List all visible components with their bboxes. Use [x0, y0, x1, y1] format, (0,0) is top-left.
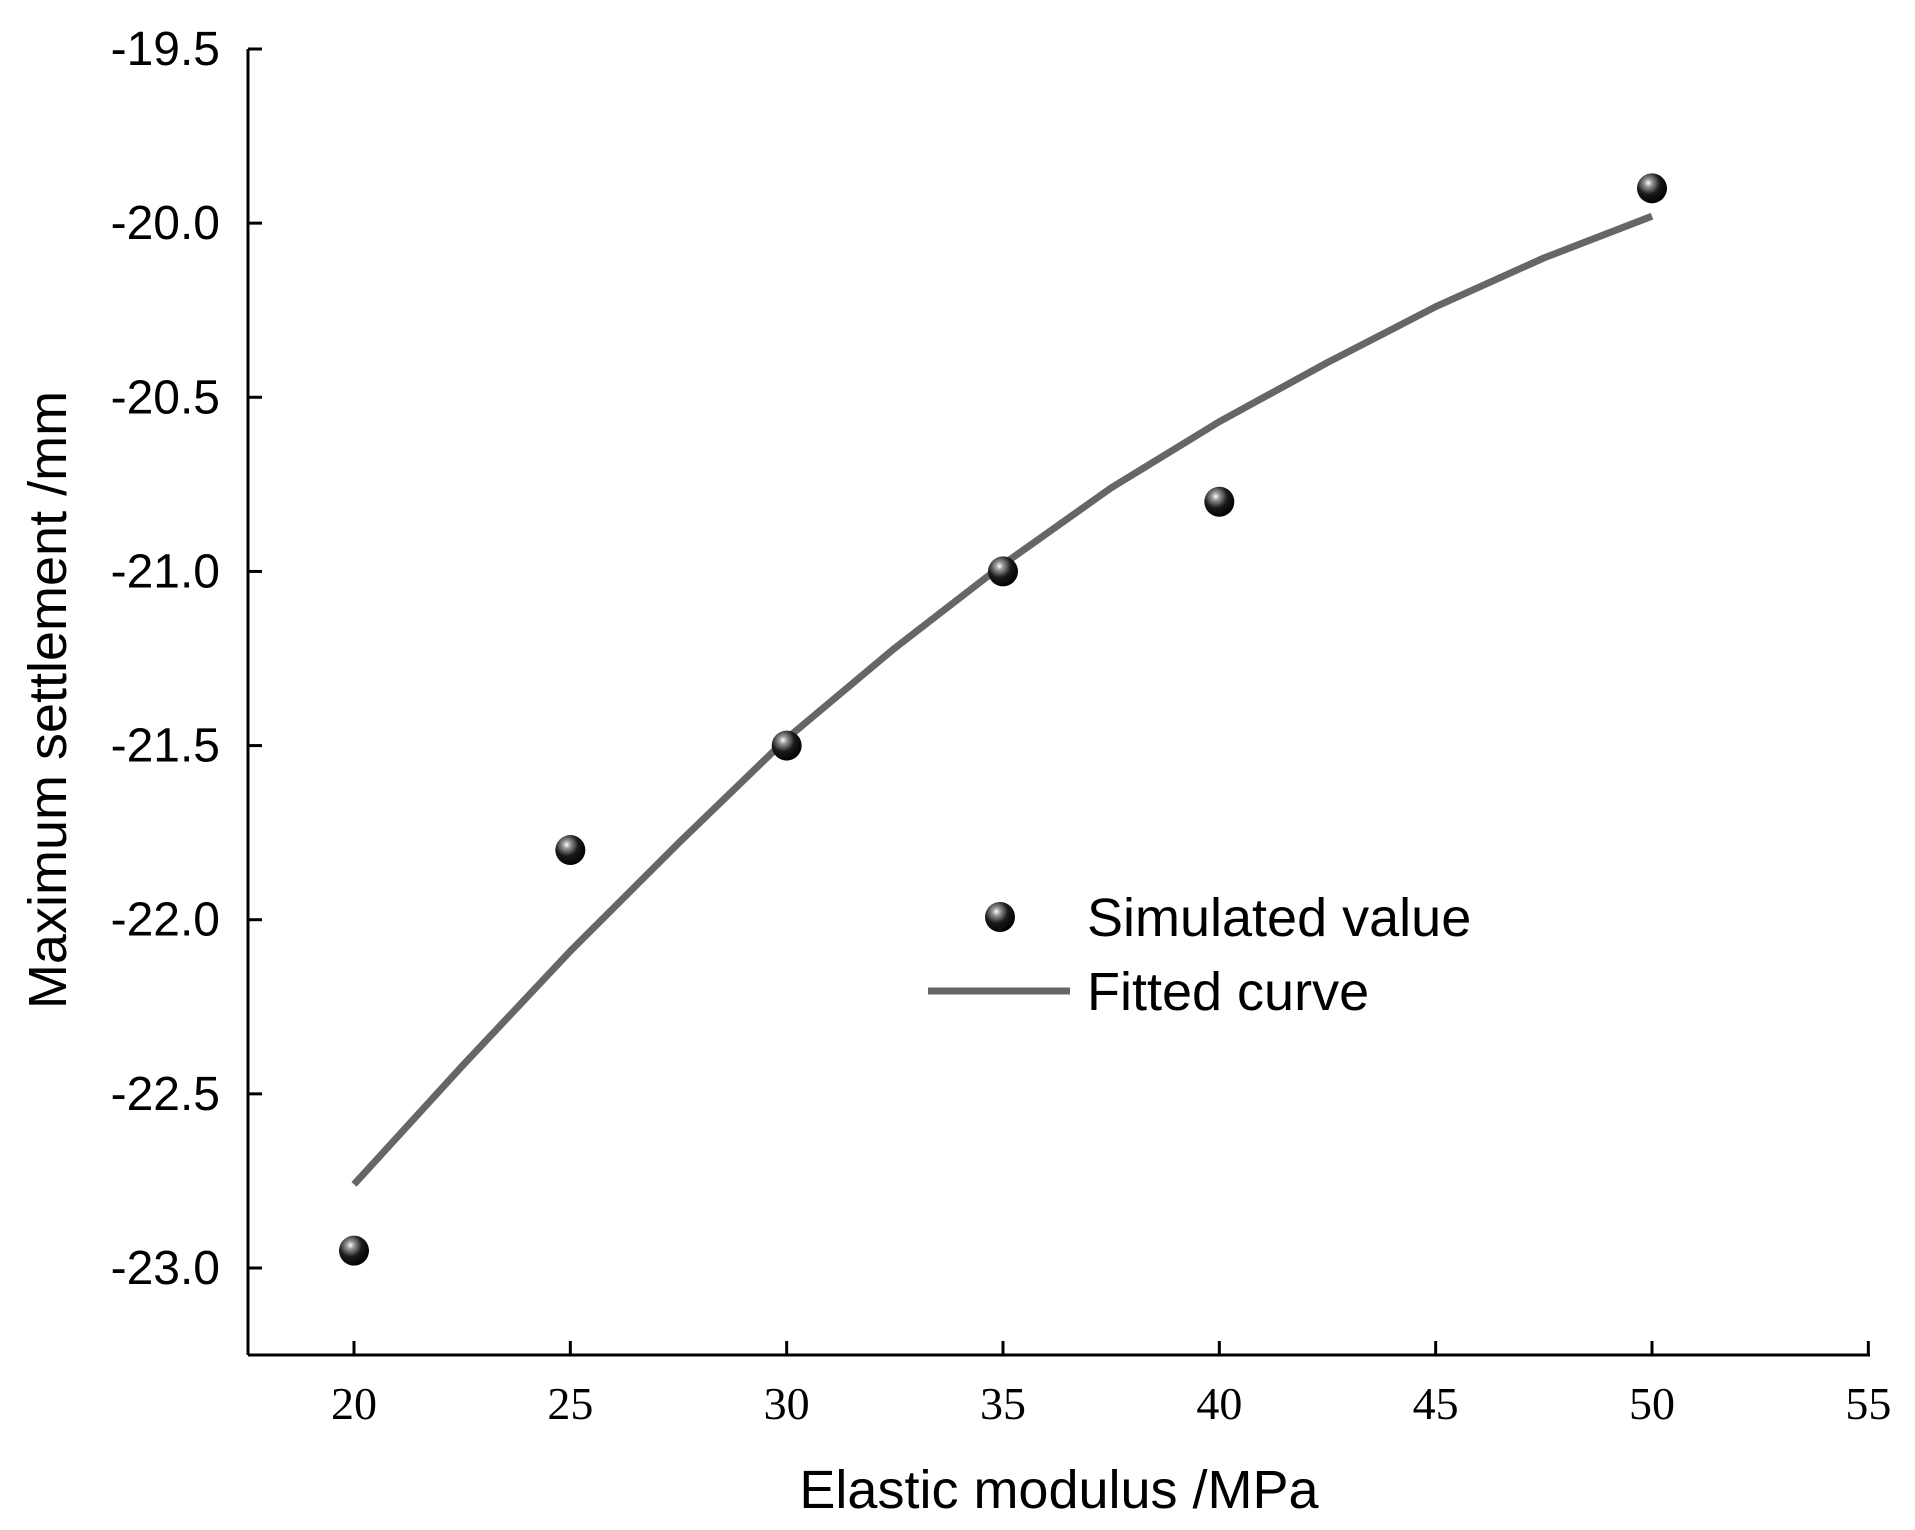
simulated-point — [771, 730, 802, 761]
legend-label-fitted: Fitted curve — [1087, 962, 1369, 1022]
x-ticks: 20 25 30 35 40 45 50 55 — [331, 1341, 1891, 1429]
simulated-point — [1637, 173, 1667, 204]
y-tick-label: -20.5 — [111, 371, 220, 424]
fitted-curve-line — [351, 212, 1654, 1187]
simulated-point — [988, 556, 1018, 587]
y-axis-title: Maximum settlement /mm — [18, 391, 78, 1009]
y-tick-label: -20.0 — [111, 197, 220, 250]
x-tick-label: 55 — [1845, 1378, 1891, 1429]
x-tick-label: 50 — [1629, 1378, 1675, 1429]
x-tick-label: 40 — [1196, 1378, 1242, 1429]
y-tick-label: -22.5 — [111, 1068, 220, 1121]
legend: Simulated value Fitted curve — [928, 888, 1471, 1022]
y-tick-label: -21.5 — [111, 720, 220, 773]
x-tick-label: 35 — [980, 1378, 1026, 1429]
x-axis: 20 25 30 35 40 45 50 55 — [248, 1341, 1891, 1429]
x-tick-label: 45 — [1413, 1378, 1459, 1429]
y-tick-label: -23.0 — [111, 1242, 220, 1295]
plot-area — [339, 173, 1667, 1266]
x-tick-label: 25 — [547, 1378, 593, 1429]
y-tick-label: -21.0 — [111, 545, 220, 598]
simulated-point — [555, 835, 586, 866]
x-tick-label: 30 — [764, 1378, 810, 1429]
y-ticks: -19.5 -20.0 -20.5 -21.0 -21.5 -22.0 -22.5 -23.0 — [111, 23, 262, 1295]
y-axis: -19.5 -20.0 -20.5 -21.0 -21.5 -22.0 -22.5 -23.0 — [111, 23, 262, 1355]
simulated-point — [339, 1235, 369, 1266]
x-axis-title: Elastic modulus /MPa — [799, 1460, 1319, 1520]
y-tick-label: -22.0 — [111, 894, 220, 947]
simulated-point — [1204, 486, 1235, 517]
y-tick-label: -19.5 — [111, 23, 220, 76]
legend-marker-simulated — [985, 902, 1015, 932]
x-tick-label: 20 — [331, 1378, 377, 1429]
legend-label-simulated: Simulated value — [1087, 888, 1471, 948]
